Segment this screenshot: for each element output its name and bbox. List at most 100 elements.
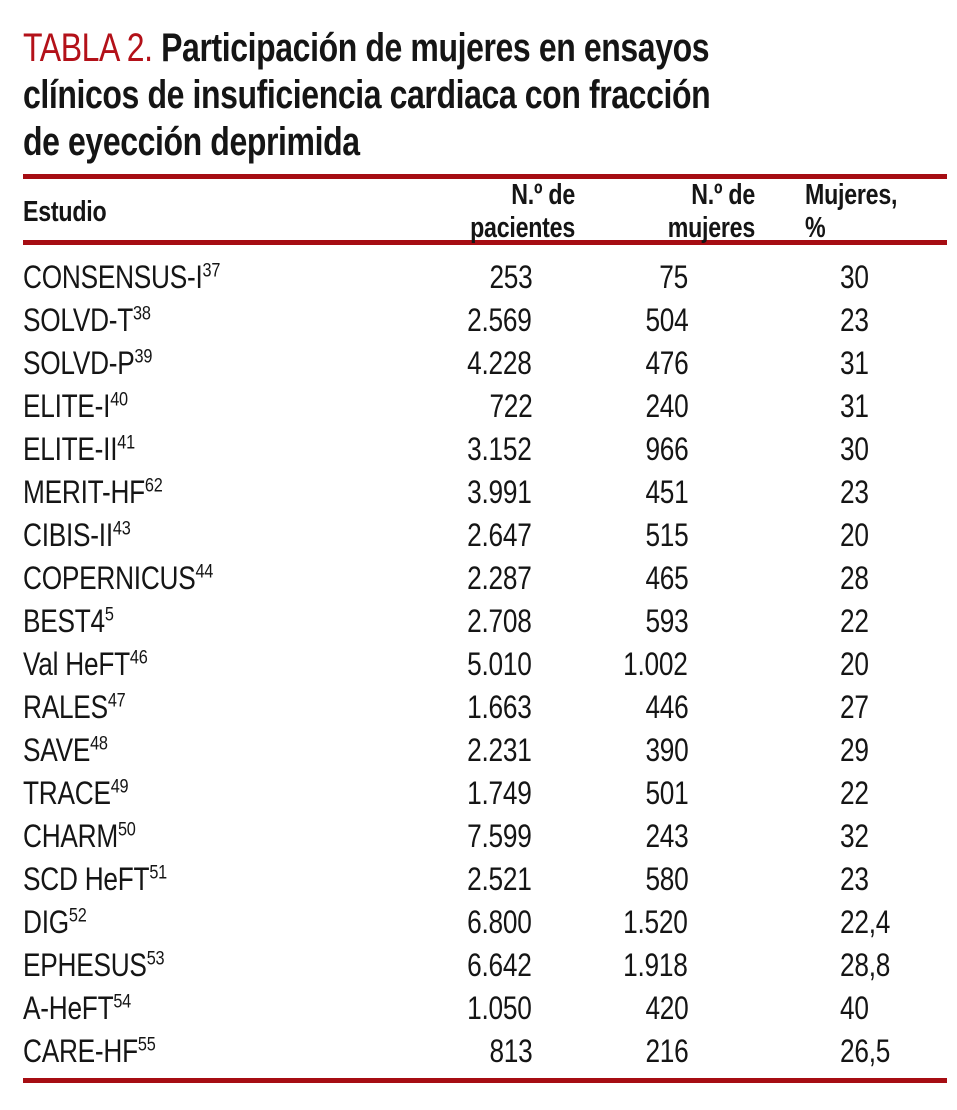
women-cell: 390: [575, 729, 755, 772]
pct-cell: 22: [755, 772, 947, 815]
study-label: ELITE-I40: [23, 385, 128, 428]
table-title: TABLA 2. Participación de mujeres en ens…: [23, 25, 947, 166]
study-name: BEST4: [23, 603, 105, 639]
patients-cell: 7.599: [382, 815, 575, 858]
women-cell: 580: [575, 858, 755, 901]
study-label: SOLVD-T38: [23, 299, 151, 342]
study-cell: BEST45: [23, 600, 382, 643]
study-name: SAVE: [23, 732, 91, 768]
patients-value: 4.228: [467, 345, 533, 381]
table-row: Val HeFT46 5.010 1.002 20: [23, 643, 947, 686]
patients-cell: 2.647: [382, 514, 575, 557]
title-line-2: clínicos de insuficiencia cardiaca con f…: [23, 73, 711, 117]
study-label: DIG52: [23, 901, 87, 944]
patients-cell: 6.800: [382, 901, 575, 944]
pct-cell: 28: [755, 557, 947, 600]
table-row: EPHESUS53 6.642 1.918 28,8: [23, 944, 947, 987]
patients-cell: 2.287: [382, 557, 575, 600]
study-name: EPHESUS: [23, 947, 147, 983]
women-cell: 451: [575, 471, 755, 514]
patients-value: 7.599: [467, 818, 533, 854]
study-cell: RALES47: [23, 686, 382, 729]
study-cell: Val HeFT46: [23, 643, 382, 686]
reference-superscript: 38: [133, 302, 151, 325]
pct-value: 28: [840, 560, 869, 596]
table-row: DIG52 6.800 1.520 22,4: [23, 901, 947, 944]
women-cell: 75: [575, 256, 755, 299]
reference-superscript: 37: [202, 259, 221, 282]
table-row: SOLVD-T38 2.569 504 23: [23, 299, 947, 342]
women-value: 243: [644, 818, 688, 854]
patients-cell: 2.231: [382, 729, 575, 772]
study-name: SOLVD-T: [23, 302, 134, 338]
title-line-3: de eyección deprimida: [23, 120, 360, 164]
study-name: ELITE-I: [23, 388, 111, 424]
reference-superscript: 50: [117, 818, 136, 841]
pct-cell: 32: [755, 815, 947, 858]
patients-value: 722: [488, 388, 532, 424]
patients-value: 3.991: [467, 474, 533, 510]
study-cell: EPHESUS53: [23, 944, 382, 987]
reference-superscript: 43: [112, 517, 131, 540]
pct-value: 28,8: [840, 947, 891, 983]
pct-value: 30: [840, 431, 869, 467]
women-cell: 465: [575, 557, 755, 600]
pct-value: 20: [840, 646, 869, 682]
study-cell: SOLVD-P39: [23, 342, 382, 385]
table-row: CONSENSUS-I37 253 75 30: [23, 256, 947, 299]
study-cell: ELITE-II41: [23, 428, 382, 471]
patients-value: 1.749: [467, 775, 533, 811]
reference-superscript: 39: [134, 345, 153, 368]
reference-superscript: 52: [68, 904, 87, 927]
bottom-rule: [23, 1078, 947, 1083]
patients-cell: 3.152: [382, 428, 575, 471]
women-cell: 501: [575, 772, 755, 815]
women-value: 216: [644, 1033, 688, 1069]
table-row: CIBIS-II43 2.647 515 20: [23, 514, 947, 557]
table-row: RALES47 1.663 446 27: [23, 686, 947, 729]
women-value: 75: [659, 259, 688, 295]
women-value: 593: [644, 603, 688, 639]
title-line-1: TABLA 2. Participación de mujeres en ens…: [23, 25, 762, 72]
reference-superscript: 5: [104, 603, 114, 626]
reference-superscript: 51: [149, 861, 167, 884]
women-cell: 515: [575, 514, 755, 557]
women-value: 515: [644, 517, 688, 553]
table-row: CHARM50 7.599 243 32: [23, 815, 947, 858]
patients-value: 5.010: [467, 646, 533, 682]
study-label: SOLVD-P39: [23, 342, 152, 385]
pct-value: 29: [840, 732, 869, 768]
study-label: CHARM50: [23, 815, 136, 858]
study-cell: TRACE49: [23, 772, 382, 815]
women-value: 966: [644, 431, 688, 467]
pct-value: 32: [840, 818, 869, 854]
study-cell: SCD HeFT51: [23, 858, 382, 901]
pct-value: 30: [840, 259, 869, 295]
pct-cell: 20: [755, 643, 947, 686]
reference-superscript: 47: [107, 689, 126, 712]
top-rule: [23, 174, 947, 179]
women-cell: 593: [575, 600, 755, 643]
study-name: Val HeFT: [23, 646, 130, 682]
pct-cell: 27: [755, 686, 947, 729]
pct-cell: 23: [755, 299, 947, 342]
pct-cell: 29: [755, 729, 947, 772]
study-cell: DIG52: [23, 901, 382, 944]
header-estudio: Estudio: [23, 195, 107, 228]
header-num-mujeres: N.º de mujeres: [667, 179, 756, 244]
pct-cell: 26,5: [755, 1030, 947, 1073]
study-name: MERIT-HF: [23, 474, 145, 510]
study-name: CONSENSUS-I: [23, 259, 203, 295]
study-cell: SAVE48: [23, 729, 382, 772]
study-name: SOLVD-P: [23, 345, 135, 381]
women-value: 476: [644, 345, 688, 381]
patients-value: 2.708: [467, 603, 533, 639]
patients-value: 3.152: [467, 431, 533, 467]
reference-superscript: 54: [113, 990, 131, 1013]
study-label: COPERNICUS44: [23, 557, 213, 600]
pct-cell: 28,8: [755, 944, 947, 987]
study-label: EPHESUS53: [23, 944, 165, 987]
study-label: ELITE-II41: [23, 428, 135, 471]
study-cell: CHARM50: [23, 815, 382, 858]
patients-value: 1.050: [467, 990, 533, 1026]
